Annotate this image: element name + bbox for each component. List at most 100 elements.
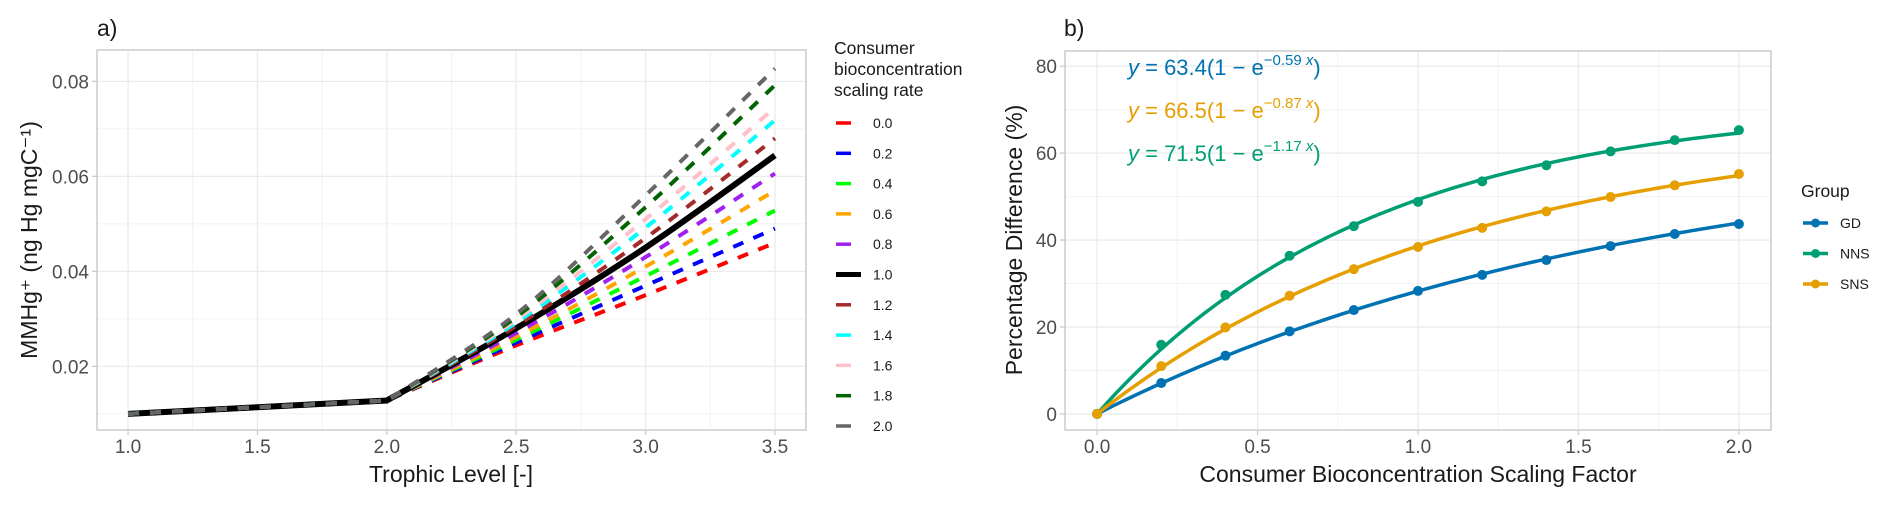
panel-a: a) 1.0 1.5 2.0 2.5 3.0 3.5 0.02 0.04 0.06 0.08 Tr… [16, 15, 962, 487]
data-point-gd [1156, 378, 1167, 389]
legend-label: 1.4 [873, 327, 893, 343]
legend-label: 0.4 [873, 176, 893, 192]
x-tick-label: 1.0 [115, 437, 141, 458]
legend-item-2-0: 2.0 [836, 418, 893, 434]
panel-b-x-axis-title: Consumer Bioconcentration Scaling Factor [1199, 461, 1637, 487]
x-tick-label: 2.5 [503, 437, 529, 458]
series-line-2-0 [127, 67, 777, 416]
x-tick-label: 2.0 [374, 437, 400, 458]
y-tick-label: 40 [1036, 231, 1057, 252]
panel-b-y-axis-title: Percentage Difference (%) [1001, 105, 1027, 376]
legend-title-line-2: bioconcentration [834, 59, 962, 79]
series-line-1-6 [127, 105, 777, 416]
y-tick-label: 0.08 [52, 72, 89, 93]
legend-label: SNS [1840, 276, 1869, 292]
data-point-sns [1156, 361, 1167, 372]
data-point-sns [1348, 264, 1359, 275]
panel-a-label: a) [97, 15, 117, 41]
y-tick-label: 0.06 [52, 167, 89, 188]
fit-equations: y = 63.4(1 − e−0.59 x) y = 66.5(1 − e−0.8… [1126, 52, 1321, 166]
data-point-sns [1413, 242, 1423, 253]
legend-label: 2.0 [873, 418, 893, 434]
data-point-gd [1477, 269, 1488, 280]
legend-item-0-8: 0.8 [836, 236, 893, 252]
legend-label: NNS [1840, 246, 1870, 262]
data-point-nns [1348, 221, 1359, 232]
panel-a-series [127, 67, 777, 417]
data-point-nns [1669, 135, 1680, 146]
data-point-nns [1477, 176, 1488, 187]
series-line-0-6 [127, 188, 776, 416]
legend-key-point [1811, 249, 1820, 258]
data-point-sns [1605, 192, 1616, 203]
legend-item-0-2: 0.2 [836, 145, 893, 161]
legend-item-nns: NNS [1803, 246, 1870, 262]
panel-b-legend: Group GD NNS SNS [1801, 181, 1870, 292]
legend-label: GD [1840, 215, 1861, 231]
panel-b-ticks: 0.0 0.5 1.0 1.5 2.0 0 20 40 60 80 [1036, 57, 1752, 458]
panel-b-series [1092, 125, 1744, 419]
data-point-nns [1733, 125, 1744, 136]
data-point-sns [1541, 206, 1552, 217]
legend-label: 1.2 [873, 297, 893, 313]
legend-key-point [1811, 279, 1820, 289]
legend-label: 0.6 [873, 206, 893, 222]
panel-a-x-axis-title: Trophic Level [-] [369, 461, 533, 487]
panel-b: b) 0.0 0.5 1.0 1.5 2.0 0 20 40 60 80 y = 63.4(1 −… [1001, 15, 1870, 487]
x-tick-label: 0.5 [1244, 437, 1270, 458]
legend-label: 1.8 [873, 388, 893, 404]
legend-title-line-1: Consumer [834, 38, 915, 58]
legend-item-0-0: 0.0 [836, 115, 893, 131]
data-point-gd [1733, 218, 1744, 229]
fit-equation-nns: y = 71.5(1 − e−1.17 x) [1126, 138, 1321, 166]
legend-item-1-8: 1.8 [836, 388, 893, 404]
legend-title-line-3: scaling rate [834, 80, 924, 100]
data-point-nns [1541, 160, 1552, 171]
legend-item-0-4: 0.4 [836, 176, 893, 192]
fit-equation-sns: y = 66.5(1 − e−0.87 x) [1126, 95, 1321, 123]
x-tick-label: 3.5 [762, 437, 788, 458]
data-point-sns [1477, 222, 1488, 233]
legend-label: 0.8 [873, 236, 893, 252]
data-point-gd [1220, 350, 1231, 361]
data-point-sns [1733, 169, 1744, 180]
y-tick-label: 60 [1036, 144, 1057, 165]
data-point-gd [1413, 285, 1423, 296]
y-tick-label: 0 [1046, 405, 1057, 426]
data-point-sns [1284, 290, 1295, 301]
fit-equation-gd: y = 63.4(1 − e−0.59 x) [1126, 52, 1321, 80]
data-point-sns [1669, 180, 1680, 191]
panel-a-grid [97, 50, 806, 430]
x-tick-label: 3.0 [632, 437, 658, 458]
data-point-nns [1605, 146, 1616, 157]
data-point-gd [1605, 241, 1616, 252]
y-tick-label: 80 [1036, 57, 1057, 78]
data-point-sns [1220, 322, 1231, 333]
panel-b-label: b) [1064, 15, 1084, 41]
legend-item-1-4: 1.4 [836, 327, 893, 343]
series-gd [1092, 218, 1744, 419]
panel-b-grid [1065, 51, 1771, 430]
legend-label: 0.2 [873, 145, 893, 161]
legend-label: 0.0 [873, 115, 893, 131]
group-legend-title: Group [1801, 181, 1850, 201]
legend-item-1-2: 1.2 [836, 297, 893, 313]
series-nns [1092, 125, 1744, 419]
data-point-nns [1284, 250, 1295, 261]
legend-item-1-6: 1.6 [836, 357, 893, 373]
legend-item-0-6: 0.6 [836, 206, 893, 222]
data-point-nns [1156, 339, 1167, 350]
panel-a-legend: Consumer bioconcentration scaling rate 0… [834, 38, 962, 434]
data-point-gd [1284, 326, 1295, 337]
data-point-sns [1092, 408, 1103, 419]
data-point-nns [1220, 289, 1231, 300]
legend-label: 1.6 [873, 357, 893, 373]
x-tick-label: 1.0 [1405, 437, 1431, 458]
panel-a-frame [96, 49, 807, 431]
x-tick-label: 1.5 [1565, 437, 1591, 458]
x-tick-label: 1.5 [244, 437, 270, 458]
panel-a-ticks: 1.0 1.5 2.0 2.5 3.0 3.5 0.02 0.04 0.06 0.08 [52, 72, 788, 458]
data-point-nns [1413, 196, 1423, 207]
y-tick-label: 0.04 [52, 262, 89, 283]
